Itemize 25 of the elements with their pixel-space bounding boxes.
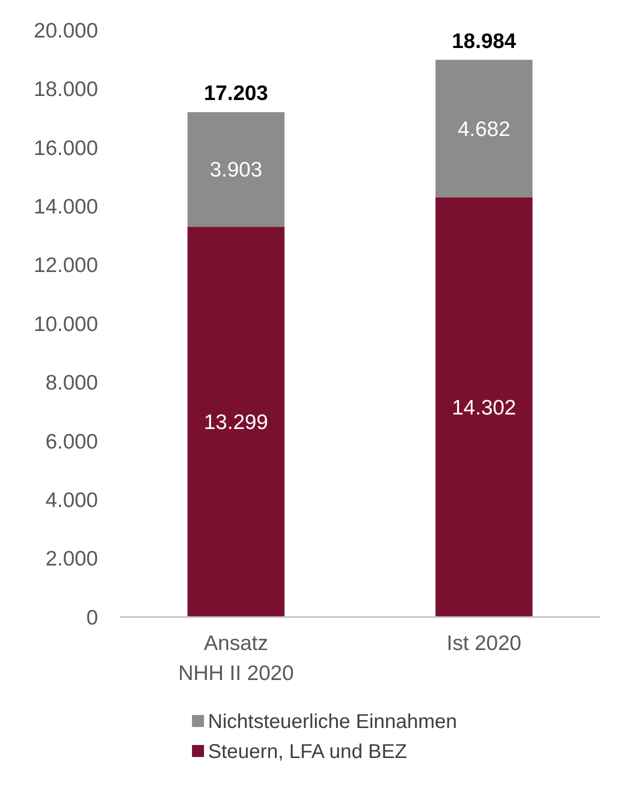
data-label: 4.682: [458, 118, 510, 141]
y-tick-label: 6.000: [45, 430, 98, 454]
y-tick-label: 0: [86, 606, 98, 630]
total-label: 18.984: [452, 30, 516, 53]
bar: [188, 226, 284, 617]
total-label: 17.203: [204, 82, 268, 106]
y-tick-label: 4.000: [45, 488, 98, 512]
y-tick-label: 10.000: [34, 312, 98, 336]
y-tick-label: 20.000: [34, 19, 98, 42]
y-tick-label: 14.000: [34, 195, 98, 218]
x-tick-label: Ansatz NHH II 2020: [178, 632, 294, 685]
data-label: 14.302: [452, 396, 516, 420]
y-tick-label: 2.000: [45, 548, 98, 571]
bar: [436, 197, 532, 617]
bar: [436, 60, 532, 198]
legend-label: Steuern, LFA und BEZ: [208, 741, 408, 763]
y-tick-label: 12.000: [34, 254, 98, 278]
y-tick-label: 18.000: [34, 78, 98, 102]
legend-label: Nichtsteuerliche Einnahmen: [208, 711, 458, 733]
x-tick-label: Ist 2020: [446, 632, 522, 655]
y-tick-label: 8.000: [45, 372, 98, 395]
data-label: 13.299: [204, 411, 268, 434]
data-label: 3.903: [210, 158, 262, 182]
y-tick-label: 16.000: [34, 136, 98, 160]
bar: [188, 112, 284, 227]
